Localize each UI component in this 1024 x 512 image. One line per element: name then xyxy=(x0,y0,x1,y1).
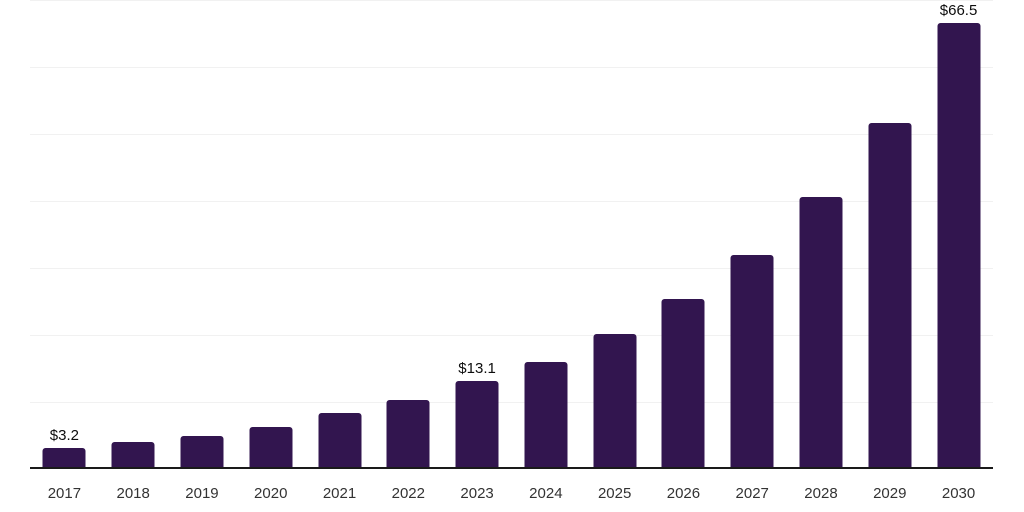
plot-area: $3.2 $13.1 $66.5 xyxy=(30,0,993,469)
bar-2023 xyxy=(455,381,499,469)
bar-slot-2018 xyxy=(99,0,168,469)
bar-2019 xyxy=(180,436,224,469)
x-tick-label-2025: 2025 xyxy=(597,485,632,502)
bar-slot-2029 xyxy=(855,0,924,469)
bar-slot-2023: $13.1 xyxy=(443,0,512,469)
bar-slot-2025 xyxy=(580,0,649,469)
bar-slot-2017: $3.2 xyxy=(30,0,99,469)
x-tick-label-2018: 2018 xyxy=(116,485,150,502)
bar-2022 xyxy=(386,400,430,469)
x-tick-label-2021: 2021 xyxy=(322,485,357,502)
bar-slot-2026 xyxy=(649,0,718,469)
bar-2017 xyxy=(42,447,86,469)
x-tick-label-2026: 2026 xyxy=(666,485,701,502)
gridline-40 xyxy=(30,201,993,202)
gridline-60 xyxy=(30,67,993,68)
bar-slot-2030: $66.5 xyxy=(924,0,993,469)
x-tick-label-2024: 2024 xyxy=(529,485,563,502)
bar-2025 xyxy=(593,334,637,469)
bar-2026 xyxy=(661,298,705,469)
bar-slot-2028 xyxy=(787,0,856,469)
x-tick-label-2022: 2022 xyxy=(391,485,425,502)
bar-2024 xyxy=(524,361,568,469)
bar-slot-2021 xyxy=(305,0,374,469)
bar-slot-2022 xyxy=(374,0,443,469)
gridline-50 xyxy=(30,134,993,135)
x-tick-label-2028: 2028 xyxy=(804,485,838,502)
bar-2030 xyxy=(937,23,981,469)
bar-slot-2020 xyxy=(236,0,305,469)
x-tick-label-2017: 2017 xyxy=(47,485,82,502)
x-tick-label-2019: 2019 xyxy=(185,485,219,502)
bars: $3.2 $13.1 $66.5 xyxy=(30,0,993,469)
gridline-10 xyxy=(30,402,993,403)
bar-slot-2024 xyxy=(511,0,580,469)
x-tick-label-2020: 2020 xyxy=(254,485,288,502)
bar-slot-2019 xyxy=(168,0,237,469)
gridline-30 xyxy=(30,268,993,269)
data-label-2030: $66.5 xyxy=(939,2,978,20)
x-axis-labels: 2017 2018 2019 2020 2021 2022 2023 2024 2025 2026… xyxy=(30,469,993,512)
data-label-2023: $13.1 xyxy=(458,360,496,378)
gridline-70 xyxy=(30,0,993,1)
bar-2027 xyxy=(730,255,774,469)
bar-2029 xyxy=(868,123,912,469)
x-tick-label-2030: 2030 xyxy=(941,485,976,502)
x-axis-line xyxy=(30,467,993,469)
data-label-2017: $3.2 xyxy=(49,426,79,444)
x-tick-label-2027: 2027 xyxy=(735,485,769,502)
bar-2021 xyxy=(318,413,362,469)
bar-2028 xyxy=(799,196,843,469)
bar-2020 xyxy=(249,426,293,469)
bar-2018 xyxy=(111,442,155,469)
x-tick-label-2023: 2023 xyxy=(460,485,494,502)
gridline-20 xyxy=(30,335,993,336)
bar-slot-2027 xyxy=(718,0,787,469)
x-tick-label-2029: 2029 xyxy=(873,485,907,502)
